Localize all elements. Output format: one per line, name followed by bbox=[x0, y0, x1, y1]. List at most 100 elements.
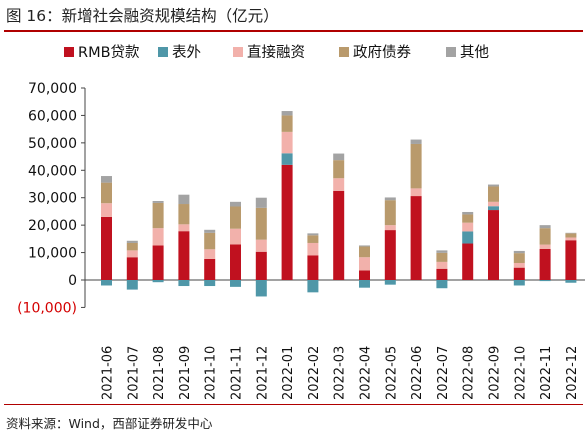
bar-segment bbox=[384, 230, 396, 280]
bar-segment bbox=[565, 232, 577, 234]
bar-segment bbox=[230, 206, 241, 229]
bar-segment bbox=[565, 237, 577, 241]
bar-segment bbox=[178, 194, 190, 205]
legend-swatch bbox=[446, 47, 456, 57]
bar-segment bbox=[281, 115, 293, 132]
bar-segment bbox=[307, 255, 319, 280]
bar-segment bbox=[126, 242, 138, 251]
x-tick-label: 2022-02 bbox=[307, 346, 322, 400]
bar-segment bbox=[255, 207, 267, 240]
y-tick-label: 60,000 bbox=[28, 108, 77, 124]
x-tick-label: 2021-06 bbox=[101, 346, 116, 400]
bar-segment bbox=[436, 250, 448, 253]
bar-segment bbox=[410, 196, 422, 280]
bar-segment bbox=[178, 224, 190, 232]
bar-segment bbox=[462, 211, 474, 215]
x-tick-label: 2022-07 bbox=[436, 346, 451, 400]
bar-segment bbox=[359, 246, 370, 258]
legend-label: 政府债券 bbox=[353, 44, 411, 61]
bar-segment bbox=[410, 139, 422, 144]
bar-segment bbox=[255, 239, 267, 252]
bar-segment bbox=[255, 280, 267, 297]
bar-segment bbox=[307, 235, 319, 243]
bar-segment bbox=[204, 258, 216, 280]
figure-title: 图 16：新增社会融资规模结构（亿元） bbox=[6, 7, 279, 25]
bar-segment bbox=[513, 250, 525, 254]
legend-label: 其他 bbox=[460, 44, 489, 61]
bar-segment bbox=[152, 201, 164, 203]
x-tick-label: 2022-12 bbox=[565, 346, 580, 400]
legend: RMB贷款 表外 直接融资 政府债券 其他 bbox=[64, 44, 489, 61]
legend-swatch bbox=[339, 47, 349, 57]
x-tick-label: 2021-09 bbox=[178, 346, 193, 400]
x-tick-label: 2021-11 bbox=[230, 346, 245, 400]
bar-segment bbox=[488, 210, 499, 280]
bar-segment bbox=[230, 280, 241, 287]
bar-segment bbox=[255, 197, 267, 208]
bar-segment bbox=[230, 244, 241, 280]
source-note: 资料来源：Wind，西部证券研发中心 bbox=[6, 416, 213, 431]
bar-segment bbox=[513, 267, 525, 280]
bar-segment bbox=[513, 253, 525, 263]
x-axis: 2021-06 2021-07 2021-08 2021-09 2021-10 2021-… bbox=[101, 346, 580, 400]
bar-segment bbox=[178, 280, 190, 287]
bar-segment bbox=[281, 164, 293, 280]
bar-segment bbox=[281, 131, 293, 154]
bar-segment bbox=[152, 245, 164, 280]
bar-segment bbox=[204, 232, 216, 250]
x-tick-label: 2022-04 bbox=[359, 346, 374, 400]
bar-segment bbox=[513, 262, 525, 268]
bar-segment bbox=[384, 197, 396, 201]
bar-segment bbox=[178, 204, 190, 225]
bar-segment bbox=[539, 244, 551, 250]
bar-segment bbox=[101, 182, 112, 204]
bar-segment bbox=[101, 216, 112, 280]
x-tick-label: 2022-05 bbox=[384, 346, 399, 400]
legend-label: 直接融资 bbox=[247, 44, 305, 61]
bar-segment bbox=[488, 201, 499, 207]
bar-segment bbox=[384, 200, 396, 226]
bar-segment bbox=[307, 280, 319, 293]
source-rule bbox=[4, 404, 583, 405]
legend-swatch bbox=[64, 47, 74, 57]
legend-swatch bbox=[158, 47, 168, 57]
y-tick-label: (10,000) bbox=[17, 300, 77, 316]
bar-segment bbox=[101, 203, 112, 217]
bar-segment bbox=[333, 153, 345, 161]
y-tick-label: 10,000 bbox=[28, 246, 77, 262]
bar-segment bbox=[281, 111, 293, 116]
legend-swatch bbox=[233, 47, 243, 57]
bar-segment bbox=[204, 280, 216, 287]
bar-segment bbox=[410, 188, 422, 197]
bar-segment bbox=[359, 270, 370, 280]
bar-segment bbox=[462, 231, 474, 244]
bar-segment bbox=[565, 240, 577, 280]
bar-segment bbox=[488, 184, 499, 187]
bar-segment bbox=[462, 243, 474, 280]
y-tick-label: 0 bbox=[68, 273, 77, 289]
x-tick-label: 2021-12 bbox=[255, 346, 270, 400]
bar-segment bbox=[178, 231, 190, 280]
bar-segment bbox=[462, 214, 474, 223]
bar-segment bbox=[307, 233, 319, 236]
x-tick-label: 2022-06 bbox=[410, 346, 425, 400]
bar-segment bbox=[539, 249, 551, 280]
bar-segment bbox=[488, 206, 499, 211]
y-tick-label: 70,000 bbox=[28, 81, 77, 97]
bar-segment bbox=[126, 240, 138, 243]
x-tick-label: 2022-10 bbox=[513, 346, 528, 400]
bar-segment bbox=[281, 153, 293, 165]
bar-segment bbox=[462, 222, 474, 232]
bar-segment bbox=[230, 228, 241, 245]
bar-segment bbox=[152, 228, 164, 246]
bar-segment bbox=[539, 280, 551, 282]
bar-segment bbox=[333, 160, 345, 179]
bar-segment bbox=[152, 202, 164, 229]
bar-segment bbox=[436, 280, 448, 289]
x-tick-label: 2022-01 bbox=[281, 346, 296, 400]
bar-segment bbox=[307, 242, 319, 256]
legend-label: 表外 bbox=[172, 44, 201, 61]
x-tick-label: 2021-10 bbox=[204, 346, 219, 400]
bar-segment bbox=[539, 228, 551, 245]
